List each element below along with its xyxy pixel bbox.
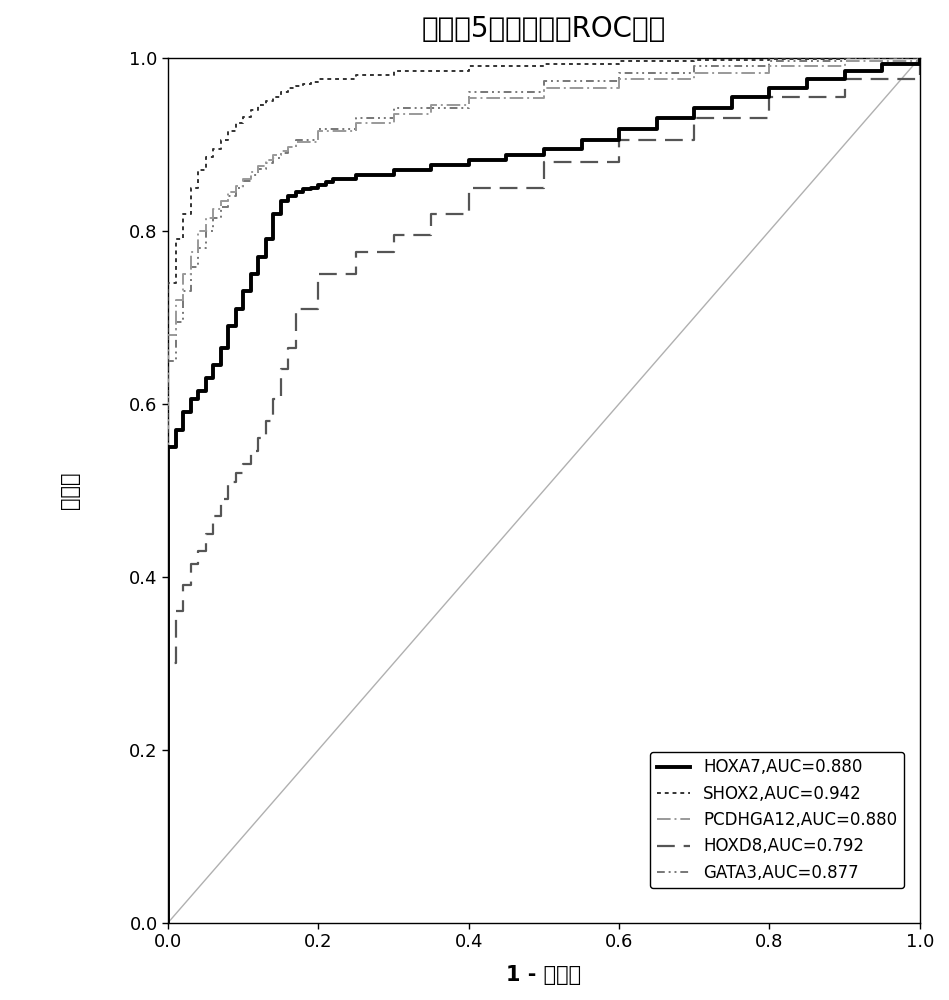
Title: 组织中5个标志物的ROC曲线: 组织中5个标志物的ROC曲线 [421, 15, 666, 43]
Legend: HOXA7,AUC=0.880, SHOX2,AUC=0.942, PCDHGA12,AUC=0.880, HOXD8,AUC=0.792, GATA3,AUC: HOXA7,AUC=0.880, SHOX2,AUC=0.942, PCDHGA… [650, 752, 904, 888]
X-axis label: 1 - 特异性: 1 - 特异性 [507, 965, 582, 985]
Text: 敏感度: 敏感度 [61, 472, 81, 509]
